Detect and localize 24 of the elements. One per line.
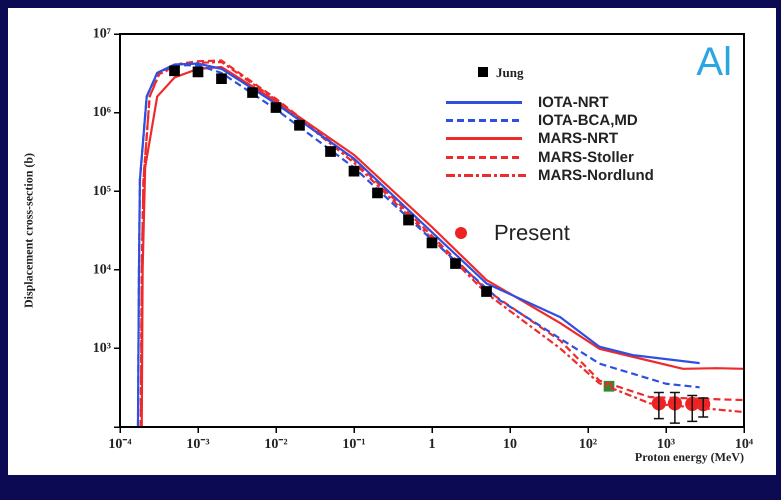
legend-label: Jung xyxy=(496,64,524,80)
legend-label: MARS-Stoller xyxy=(538,149,634,166)
x-tick-label: 10⁻¹ xyxy=(342,437,366,452)
x-tick-label: 10² xyxy=(578,437,598,452)
x-tick-label: 10³ xyxy=(656,437,676,452)
y-tick-label: 10⁵ xyxy=(92,184,111,199)
legend-label: Present xyxy=(494,220,570,245)
y-tick-label: 10⁷ xyxy=(92,26,111,42)
annotation: Al xyxy=(696,40,732,85)
x-tick-label: 10⁴ xyxy=(734,437,754,452)
x-tick-label: 10 xyxy=(503,437,517,452)
x-tick-label: 10⁻² xyxy=(264,437,288,452)
legend-label: MARS-Nordlund xyxy=(538,167,654,184)
legend-label: IOTA-BCA,MD xyxy=(538,112,638,129)
x-tick-label: 1 xyxy=(428,437,436,452)
y-tick-label: 10³ xyxy=(92,341,111,356)
y-tick-label: 10⁴ xyxy=(92,262,112,278)
x-tick-label: 10⁻³ xyxy=(186,437,210,452)
y-tick-label: 10⁶ xyxy=(92,105,111,120)
y-axis-title: Displacement cross-section (b) xyxy=(21,152,36,308)
legend-label: MARS-NRT xyxy=(538,130,618,147)
x-axis-title: Proton energy (MeV) xyxy=(634,450,744,464)
x-tick-label: 10⁻⁴ xyxy=(108,437,132,452)
legend-label: IOTA-NRT xyxy=(538,94,609,111)
